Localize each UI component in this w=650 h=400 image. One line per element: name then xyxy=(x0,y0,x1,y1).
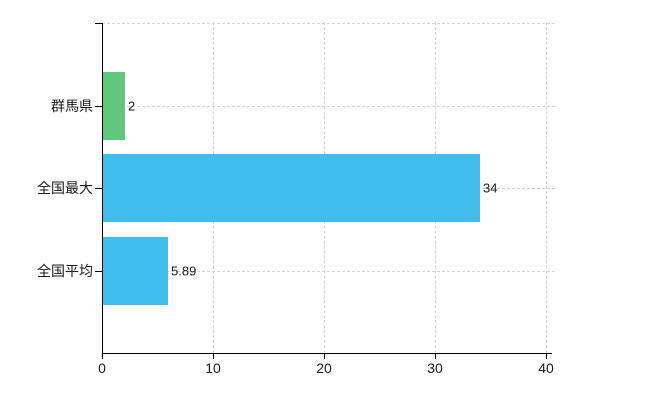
y-axis-tick xyxy=(95,106,102,107)
x-axis-tick-label: 40 xyxy=(538,360,554,376)
y-gridline xyxy=(102,106,555,107)
x-gridline xyxy=(546,22,547,353)
x-axis-tick xyxy=(435,353,436,359)
bar-0 xyxy=(103,72,125,140)
bar-value-label: 2 xyxy=(128,98,136,114)
x-axis-tick-label: 20 xyxy=(316,360,332,376)
bar-1 xyxy=(103,154,480,222)
category-label: 群馬県 xyxy=(51,98,93,114)
bar-2 xyxy=(103,237,168,305)
y-axis-tick xyxy=(95,23,102,24)
y-gridline xyxy=(102,23,555,24)
category-label: 全国最大 xyxy=(37,180,93,196)
x-axis-tick-label: 10 xyxy=(205,360,221,376)
x-axis-tick-label: 0 xyxy=(98,360,106,376)
x-axis-tick-label: 30 xyxy=(427,360,443,376)
bar-value-label: 5.89 xyxy=(171,263,197,279)
y-axis-line xyxy=(102,23,103,358)
y-gridline xyxy=(102,271,555,272)
x-axis-tick xyxy=(213,353,214,359)
x-axis-tick xyxy=(546,353,547,359)
y-axis-tick xyxy=(95,271,102,272)
y-axis-tick xyxy=(95,188,102,189)
x-axis-tick xyxy=(324,353,325,359)
x-axis-line xyxy=(102,353,552,354)
category-label: 全国平均 xyxy=(37,263,93,279)
bar-value-label: 34 xyxy=(483,180,498,196)
